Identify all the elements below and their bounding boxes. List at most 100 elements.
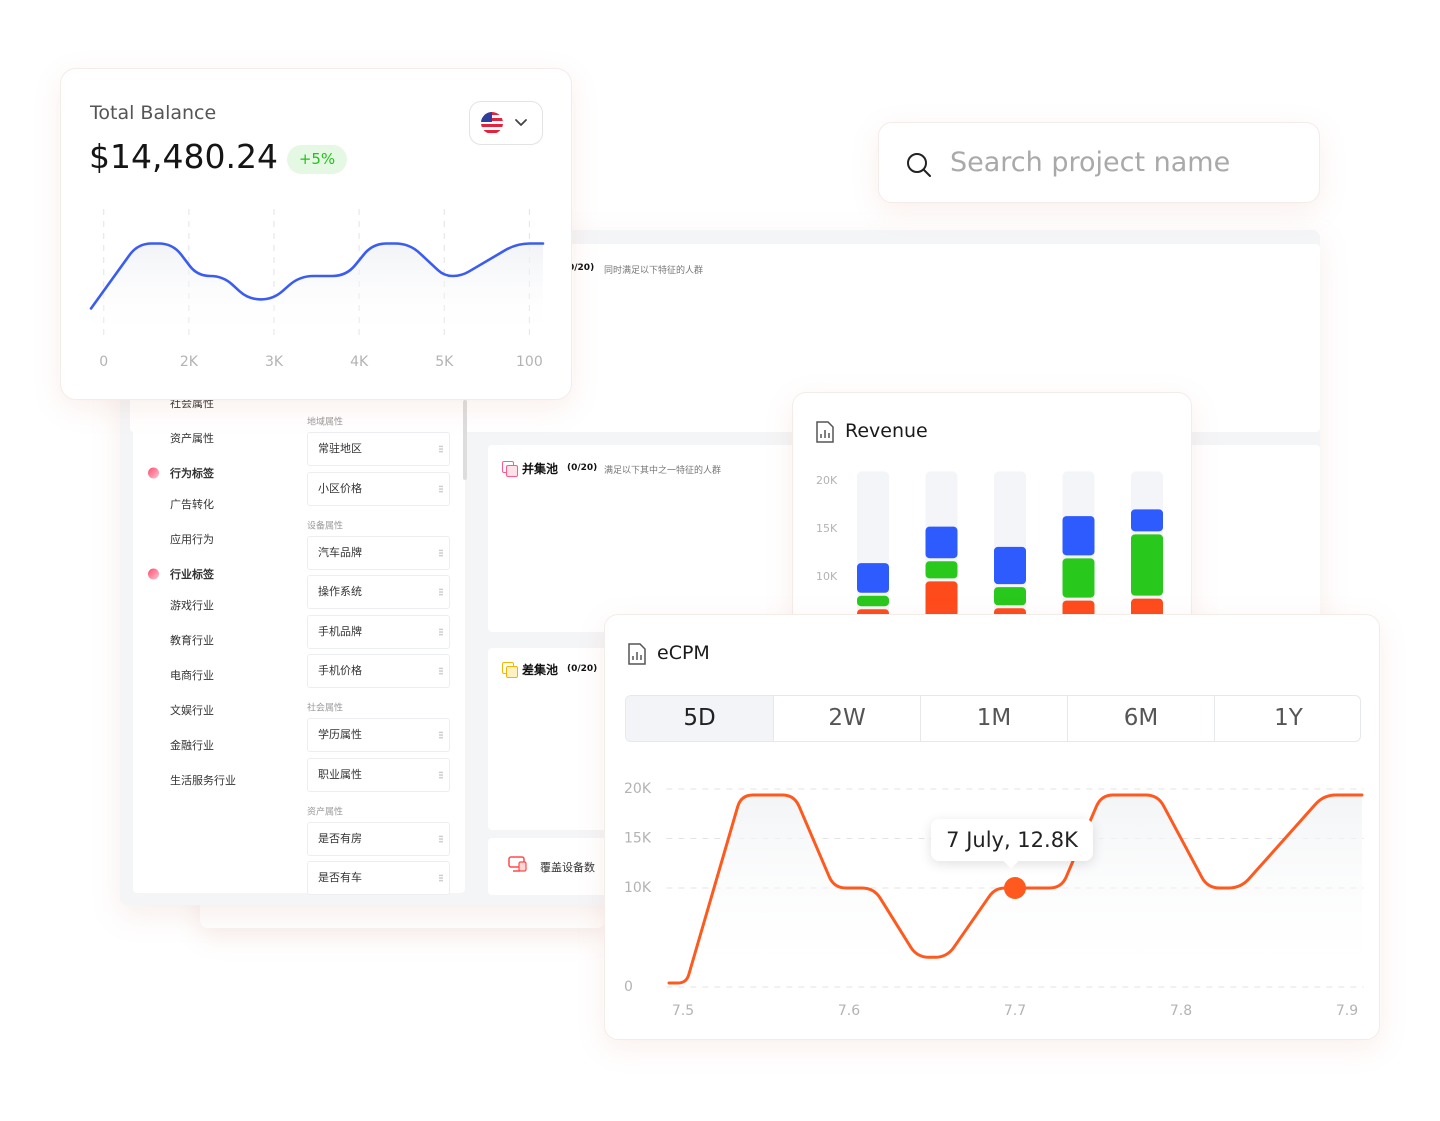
- line: [667, 793, 1364, 985]
- ecpm-card: eCPM 5D 2W 1M 6M 1Y 0 10K 15K 20K 7.5 7.6 7.7 7.8 7.…: [604, 614, 1380, 1040]
- sidebar-item: 金融行业: [170, 739, 214, 752]
- ecpm-chart: 0 10K 15K 20K 7.5 7.6 7.7 7.8 7.9: [624, 781, 1364, 1019]
- attribute-item[interactable]: 是否有车: [307, 861, 450, 895]
- tag-icon: [148, 568, 159, 580]
- drag-handle: [439, 548, 443, 557]
- attribute-item[interactable]: 手机品牌: [307, 614, 450, 649]
- tag-icon: [148, 467, 159, 479]
- difference-icon: [506, 666, 518, 678]
- bar-segment: [994, 587, 1026, 606]
- y-tick-label: 10K: [624, 880, 652, 896]
- change-badge: +5%: [287, 145, 347, 174]
- chart-title: Revenue: [845, 420, 928, 442]
- search-placeholder: Search project name: [950, 147, 1231, 178]
- x-tick-label: 7.6: [838, 1003, 860, 1019]
- bar-segment: [857, 595, 889, 607]
- x-tick-label: 7.7: [1004, 1003, 1026, 1019]
- drag-handle: [439, 770, 443, 779]
- balance-chart: 0 2K 3K 4K 5K 100: [89, 209, 545, 370]
- intersection-count: 0/20): [568, 263, 595, 273]
- sidebar-item: 广告转化: [170, 498, 214, 511]
- balance-amount: $14,480.24: [89, 137, 278, 176]
- drag-handle: [439, 445, 443, 453]
- attribute-item[interactable]: 学历属性: [307, 718, 450, 752]
- sidebar-item: 生活服务行业: [170, 774, 236, 787]
- bar-segment: [1131, 534, 1163, 596]
- attribute-item[interactable]: 手机价格: [307, 654, 450, 688]
- y-tick-label: 20K: [816, 474, 838, 487]
- x-tick-label: 0: [99, 354, 108, 370]
- union-count: (0/20): [567, 463, 598, 473]
- drag-handle: [439, 834, 443, 843]
- range-tab[interactable]: 1M: [920, 696, 1067, 741]
- union-icon: [506, 465, 518, 477]
- x-tick-label: 7.9: [1336, 1003, 1358, 1019]
- bar-segment: [1062, 558, 1095, 598]
- bar-segment: [994, 546, 1026, 585]
- x-tick-label: 7.8: [1170, 1003, 1192, 1019]
- y-tick-label: 15K: [816, 522, 838, 535]
- bar-segment: [925, 526, 958, 559]
- drag-handle: [439, 667, 443, 675]
- y-tick-label: 15K: [624, 831, 652, 847]
- attribute-item[interactable]: 汽车品牌: [307, 535, 450, 570]
- balance-card: Total Balance $14,480.24 +5% 0 2K 3K 4K 5K 10…: [60, 68, 572, 400]
- sidebar-item: 社会属性: [170, 397, 214, 410]
- balance-title: Total Balance: [90, 102, 217, 124]
- group-title: 设备属性: [307, 521, 344, 531]
- union-desc: 满足以下其中之一特征的人群: [604, 466, 722, 476]
- difference-name: 差集池: [522, 663, 559, 677]
- attribute-item[interactable]: 操作系统: [307, 575, 450, 609]
- revenue-card: Revenue 10K 15K 20K: [792, 392, 1192, 652]
- sidebar-item: 行业标签: [170, 568, 214, 581]
- chart-title: eCPM: [657, 642, 710, 664]
- range-tab[interactable]: 1Y: [1214, 696, 1360, 741]
- scrollbar: [463, 400, 467, 480]
- search-box[interactable]: Search project name: [878, 122, 1320, 203]
- flag-icon: [481, 112, 527, 134]
- report-icon: [816, 421, 834, 443]
- line: [89, 242, 545, 310]
- drag-handle: [439, 627, 443, 636]
- drag-handle: [439, 731, 443, 739]
- currency-dropdown[interactable]: [469, 101, 543, 145]
- x-tick-label: 100: [516, 354, 543, 370]
- range-tab[interactable]: 2W: [773, 696, 920, 741]
- x-tick-label: 5K: [435, 354, 454, 370]
- revenue-chart: 10K 15K 20K: [816, 471, 1163, 651]
- range-tab[interactable]: 6M: [1067, 696, 1214, 741]
- report-icon: [628, 643, 646, 665]
- intersection-desc: 同时满足以下特征的人群: [604, 266, 704, 276]
- x-tick-label: 7.5: [672, 1003, 694, 1019]
- union-name: 并集池: [522, 462, 559, 476]
- difference-count: (0/20): [567, 664, 598, 674]
- highlight-point: [1004, 877, 1026, 899]
- y-tick-label: 10K: [816, 570, 838, 583]
- attribute-item[interactable]: 小区价格: [307, 471, 450, 506]
- line-area: [91, 243, 543, 341]
- bar-segment: [857, 563, 889, 593]
- x-tick-label: 3K: [265, 354, 284, 370]
- attribute-item[interactable]: 常驻地区: [307, 432, 450, 466]
- range-tab[interactable]: 5D: [626, 696, 773, 741]
- attribute-item[interactable]: 是否有房: [307, 821, 450, 856]
- tooltip-text: 7 July, 12.8K: [946, 828, 1078, 852]
- tooltip: 7 July, 12.8K: [931, 819, 1093, 869]
- sidebar-item: 文娱行业: [170, 704, 214, 717]
- sidebar-item: 教育行业: [170, 634, 214, 647]
- group-title: 地域属性: [307, 417, 344, 428]
- bar-segment: [1131, 509, 1163, 532]
- attribute-item[interactable]: 职业属性: [307, 757, 450, 792]
- bar-segment: [1062, 516, 1095, 556]
- group-title: 资产属性: [307, 807, 344, 817]
- y-tick-label: 0: [624, 979, 633, 995]
- coverage-label: 覆盖设备数: [540, 861, 595, 874]
- x-tick-label: 2K: [180, 354, 199, 370]
- range-tabs: 5D 2W 1M 6M 1Y: [625, 695, 1361, 742]
- x-tick-label: 4K: [350, 354, 369, 370]
- sidebar-item: 电商行业: [170, 669, 214, 682]
- sidebar-item: 游戏行业: [170, 599, 214, 612]
- coverage-icon: [508, 856, 527, 872]
- bar-segment: [925, 561, 958, 579]
